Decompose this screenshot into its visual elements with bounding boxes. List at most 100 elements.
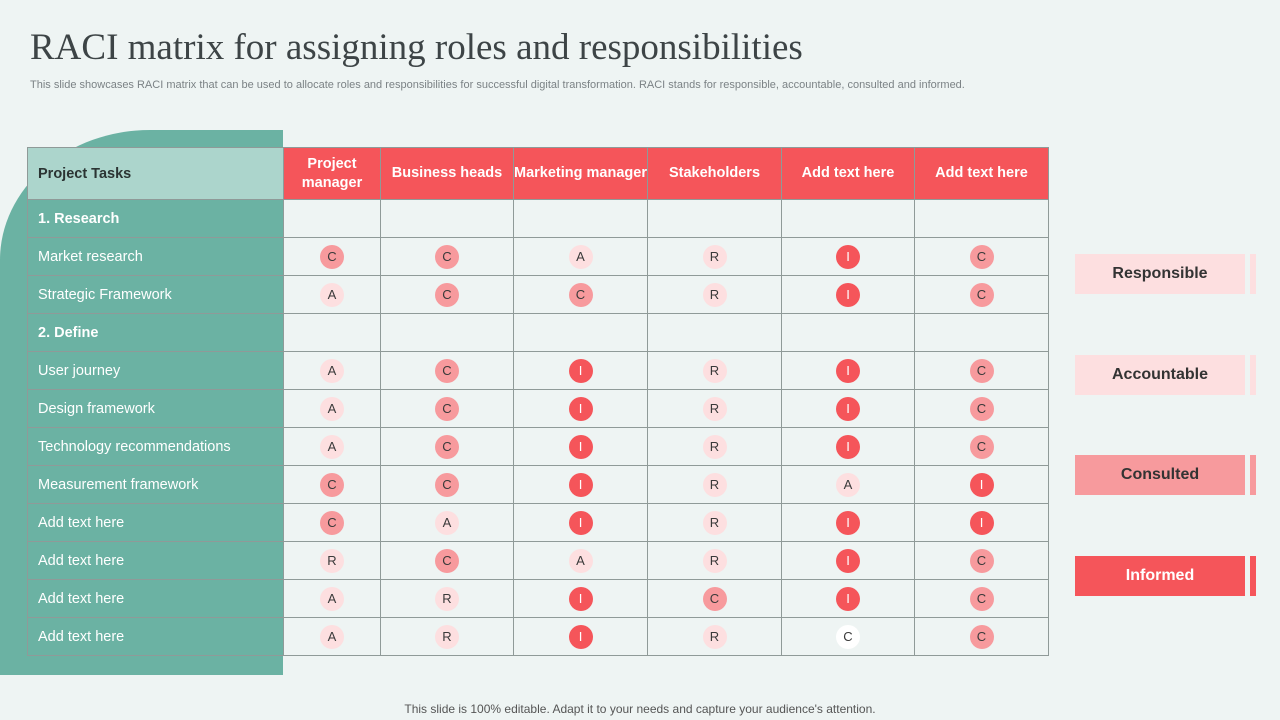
raci-badge-i: I [836,548,860,573]
raci-cell: A [283,351,381,390]
raci-badge-a: A [320,586,344,611]
raci-badge-a: A [320,396,344,421]
task-label: Measurement framework [27,465,284,504]
table-row: Add text here R C A R I C [27,541,1049,580]
task-label: Add text here [27,541,284,580]
raci-cell: R [647,503,782,542]
task-label: User journey [27,351,284,390]
raci-cell: I [513,503,648,542]
raci-badge-r: R [702,472,727,497]
raci-cell: I [781,351,915,390]
raci-badge-i: I [568,586,593,611]
raci-cell: I [781,275,915,314]
raci-cell: R [647,275,782,314]
role-header: Add text here [914,147,1049,200]
raci-cell: I [513,389,648,428]
role-header: Business heads [380,147,514,200]
raci-badge-i: I [836,244,860,269]
raci-cell [647,313,782,352]
raci-badge-i: I [568,358,593,383]
raci-cell [513,313,648,352]
raci-cell [283,199,381,238]
raci-cell: C [380,427,514,466]
raci-cell: I [513,579,648,618]
raci-badge-a: A [320,358,344,383]
table-row: User journey A C I R I C [27,351,1049,390]
raci-cell: R [647,541,782,580]
task-label: Strategic Framework [27,275,284,314]
raci-badge-i: I [969,510,994,535]
raci-cell: R [647,351,782,390]
task-label: Technology recommendations [27,427,284,466]
slide-footer: This slide is 100% editable. Adapt it to… [404,702,876,716]
raci-badge-c: C [435,548,459,573]
raci-cell: C [914,579,1049,618]
raci-cell [781,199,915,238]
raci-badge-r: R [435,624,459,649]
raci-badge-i: I [568,434,593,459]
raci-cell [647,199,782,238]
slide-subtitle: This slide showcases RACI matrix that ca… [30,79,965,91]
raci-badge-c: C [435,434,459,459]
raci-badge-r: R [702,358,727,383]
raci-badge-c: C [435,358,459,383]
raci-badge-a: A [836,472,860,497]
project-tasks-header: Project Tasks [27,147,284,200]
raci-badge-r: R [702,624,727,649]
raci-cell: C [914,389,1049,428]
raci-badge-c: C [568,282,593,307]
raci-cell: R [647,617,782,656]
raci-cell: I [513,465,648,504]
raci-cell: A [283,579,381,618]
raci-cell: I [513,351,648,390]
section-row: 2. Define [27,313,1049,352]
raci-badge-a: A [568,244,593,269]
raci-badge-i: I [568,472,593,497]
role-header: Project manager [283,147,381,200]
table-header-row: Project Tasks Project manager Business h… [27,147,1049,200]
raci-badge-c: C [435,396,459,421]
raci-cell: R [647,237,782,276]
raci-cell: A [283,389,381,428]
raci-cell: A [283,275,381,314]
raci-cell: I [781,427,915,466]
raci-badge-i: I [836,510,860,535]
raci-badge-r: R [702,548,727,573]
raci-badge-i: I [969,472,994,497]
raci-badge-i: I [836,358,860,383]
role-header: Marketing manager [513,147,648,200]
raci-cell [914,313,1049,352]
raci-badge-c: C [320,472,344,497]
raci-cell: I [914,503,1049,542]
table-row: Design framework A C I R I C [27,389,1049,428]
raci-cell: A [781,465,915,504]
table-row: Market research C C A R I C [27,237,1049,276]
raci-cell: C [781,617,915,656]
legend-accent-bar [1250,254,1256,294]
raci-cell: R [647,389,782,428]
raci-badge-i: I [568,624,593,649]
raci-cell: C [380,541,514,580]
raci-cell: C [380,389,514,428]
raci-cell: C [380,465,514,504]
raci-cell: C [283,237,381,276]
raci-badge-c: C [320,244,344,269]
raci-badge-c: C [969,624,994,649]
raci-cell: C [283,503,381,542]
task-label: Add text here [27,503,284,542]
raci-badge-c: C [969,244,994,269]
raci-badge-r: R [702,510,727,535]
raci-cell: C [914,351,1049,390]
legend-accent-bar [1250,455,1256,495]
raci-cell: C [914,541,1049,580]
task-label: Add text here [27,579,284,618]
raci-badge-c: C [702,586,727,611]
table-row: Measurement framework C C I R A I [27,465,1049,504]
raci-cell: C [380,237,514,276]
task-label: Market research [27,237,284,276]
table-row: Strategic Framework A C C R I C [27,275,1049,314]
raci-badge-a: A [568,548,593,573]
raci-cell [781,313,915,352]
task-label: Add text here [27,617,284,656]
raci-cell: I [781,503,915,542]
